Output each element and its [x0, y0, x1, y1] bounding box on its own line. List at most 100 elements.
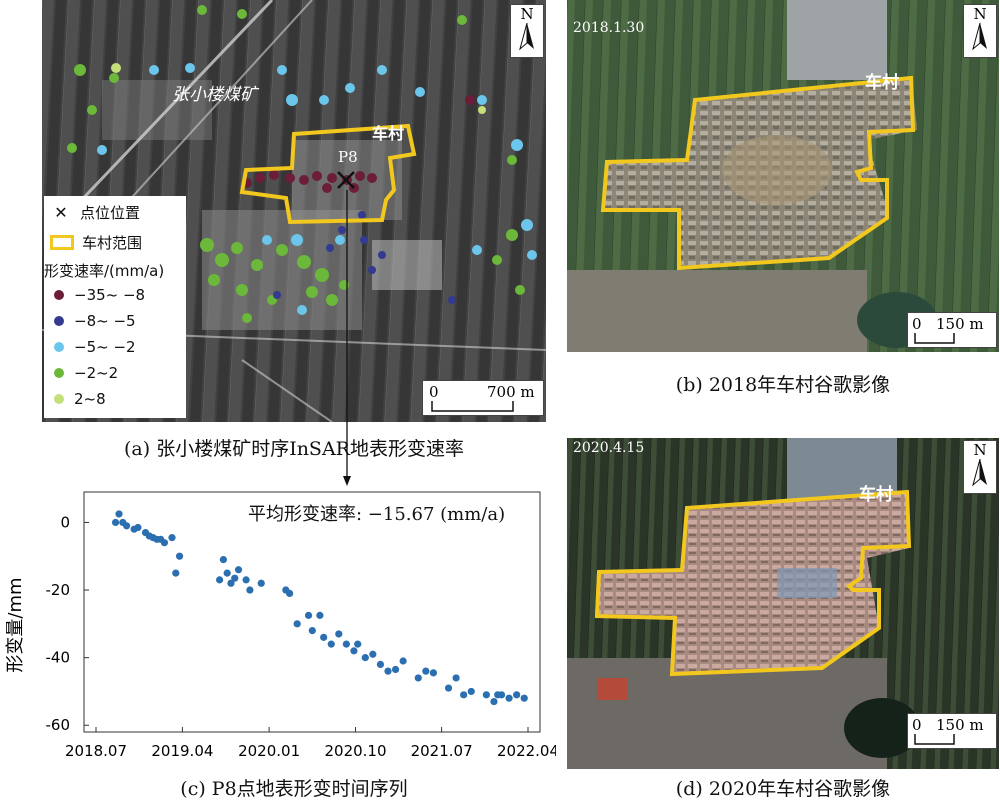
date-stamp-2020: 2020.4.15: [573, 440, 645, 456]
data-point: [111, 518, 120, 527]
scale-zero: 0: [429, 383, 439, 401]
data-point: [242, 576, 250, 584]
y-tick-label: -60: [46, 716, 71, 734]
legend-class-5: 2~8: [74, 390, 106, 408]
village-label-2018: 车村: [865, 73, 899, 93]
data-point: [391, 665, 400, 674]
legend-village-extent: 车村范围: [82, 234, 143, 252]
data-point: [350, 647, 358, 655]
data-point: [304, 611, 313, 619]
village-boundary: [239, 123, 417, 225]
data-point: [246, 586, 254, 594]
y-tick-label: 0: [60, 513, 70, 531]
north-label-2020: N: [973, 441, 987, 459]
data-point: [168, 534, 176, 542]
p8-label: P8: [338, 148, 358, 166]
legend-class-2: −8~ −5: [74, 312, 136, 330]
image-2020-panel: 2020.4.15 车村 N 0 150 m: [567, 438, 999, 769]
image-2018-panel: 2018.1.30 车村 N 0 150 m: [567, 0, 999, 352]
map-legend: ✕ 点位位置 车村范围 形变速率/(mm/a) −35~ −8 −8~ −5 −…: [44, 196, 186, 418]
data-point: [234, 566, 243, 574]
x-tick-label: 2018.07: [65, 742, 127, 760]
x-tick-label: 2020.01: [238, 742, 300, 760]
data-point: [505, 694, 513, 702]
data-point: [460, 691, 468, 699]
scale-label: 700 m: [487, 383, 535, 401]
data-point: [308, 626, 316, 635]
north-arrow-2020: N: [963, 440, 997, 494]
scale-zero-2020: 0: [912, 716, 922, 734]
data-point: [257, 579, 265, 587]
data-point: [482, 691, 490, 699]
caption-d: (d) 2020年车村谷歌影像: [675, 778, 891, 800]
time-series-chart: 0 -20 -40 -60 2018.07 2019.04 2020.01 2020.10 2…: [0, 484, 556, 774]
y-tick-label: -40: [46, 649, 71, 667]
data-point: [286, 589, 294, 598]
data-point: [452, 674, 460, 682]
insar-map-panel: 张小楼煤矿 车村 P8 N 0 700 m ✕ 点位位置 车村范围 形变速率/(…: [42, 0, 546, 422]
data-point: [497, 691, 506, 699]
legend-class-3: −5~ −2: [74, 338, 136, 356]
chart-svg: 0 -20 -40 -60 2018.07 2019.04 2020.01 2020.10 2…: [46, 491, 556, 760]
scale-label-2018: 150 m: [936, 315, 984, 333]
data-point: [369, 650, 377, 658]
legend-swatch-5: [54, 394, 64, 404]
north-arrow-icon: [972, 23, 987, 51]
data-point: [160, 539, 169, 547]
satellite-image-2020: [567, 438, 999, 769]
data-point: [342, 640, 350, 648]
data-point: [490, 697, 498, 706]
data-point: [513, 691, 521, 699]
p8-marker: [337, 171, 355, 189]
north-arrow-icon: [519, 23, 534, 51]
caption-c: (c) P8点地表形变时间序列: [180, 778, 408, 800]
data-point: [422, 667, 430, 675]
data-point: [376, 660, 385, 668]
north-arrow: N: [510, 4, 544, 58]
data-point: [316, 611, 324, 619]
data-point: [520, 694, 528, 702]
mean-rate-annotation: 平均形变速率: −15.67 (mm/a): [248, 504, 506, 525]
scale-bar: 0 700 m: [422, 380, 544, 416]
scale-bar-2020: 0 150 m: [907, 713, 997, 749]
village-boundary-2020: [594, 489, 912, 677]
north-arrow-icon: [972, 459, 987, 487]
village-label: 车村: [372, 124, 405, 143]
data-point: [444, 684, 453, 692]
legend-point-position: 点位位置: [80, 204, 141, 222]
data-point: [175, 552, 184, 560]
legend-swatch-1: [54, 290, 64, 300]
data-point: [467, 687, 475, 696]
legend-class-1: −35~ −8: [74, 286, 146, 304]
satellite-image-2018: [567, 0, 999, 352]
x-marker-icon: ✕: [54, 203, 68, 222]
data-point: [134, 523, 142, 532]
plot-frame: [83, 491, 541, 733]
legend-swatch-3: [54, 342, 64, 352]
data-point: [335, 630, 343, 638]
mine-label: 张小楼煤矿: [172, 85, 257, 105]
north-label-2018: N: [973, 5, 987, 23]
y-axis-label: 形变量/mm: [5, 577, 26, 673]
y-tick-label: -20: [46, 581, 71, 599]
x-tick-label: 2019.04: [151, 742, 213, 760]
data-point: [429, 669, 438, 677]
village-boundary-2018: [600, 75, 916, 271]
legend-rate-title: 形变速率/(mm/a): [44, 262, 165, 280]
data-point: [219, 556, 227, 564]
x-tick-label: 2021.07: [411, 742, 473, 760]
data-point: [223, 569, 231, 577]
north-arrow-2018: N: [963, 4, 997, 58]
caption-a: (a) 张小楼煤矿时序InSAR地表形变速率: [124, 438, 464, 460]
data-point: [414, 674, 422, 682]
data-point: [293, 620, 301, 628]
data-point: [399, 657, 407, 665]
x-tick-label: 2020.10: [324, 742, 386, 760]
data-point: [122, 522, 131, 530]
data-point: [327, 640, 335, 648]
village-label-2020: 车村: [859, 485, 893, 505]
north-label: N: [520, 5, 534, 23]
scale-zero-2018: 0: [912, 315, 922, 333]
caption-b: (b) 2018年车村谷歌影像: [675, 374, 891, 396]
